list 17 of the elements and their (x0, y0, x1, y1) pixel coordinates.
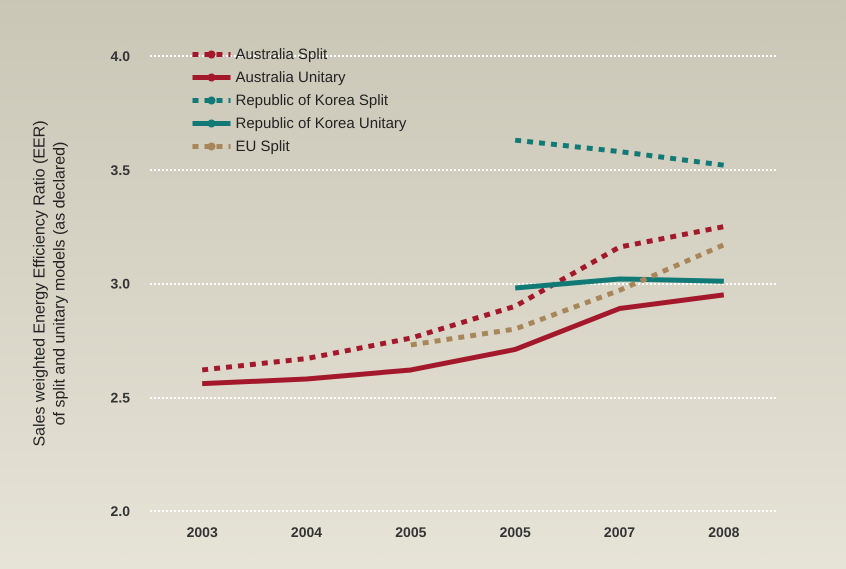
y-tick-label: 2.0 (110, 503, 130, 519)
x-tick-label: 2005 (395, 524, 427, 540)
y-tick-label: 3.0 (110, 276, 130, 292)
y-tick-label: 3.5 (110, 162, 130, 178)
legend-label: Republic of Korea Unitary (236, 115, 407, 132)
legend-label: Australia Split (236, 46, 328, 63)
y-tick-label: 2.5 (110, 389, 130, 406)
legend-label: Republic of Korea Split (236, 92, 389, 109)
x-tick-label: 2003 (186, 524, 218, 540)
y-tick-label: 4.0 (110, 48, 130, 64)
legend-label: EU Split (236, 138, 291, 155)
y-axis-title: Sales weighted Energy Efficiency Ratio (EER) of split and unitary models (as declared) (32, 120, 68, 447)
x-tick-label: 2005 (500, 524, 531, 540)
x-tick-label: 2004 (290, 524, 322, 540)
x-tick-label: 2008 (708, 524, 740, 540)
x-tick-label: 2007 (604, 524, 636, 540)
legend-label: Australia Unitary (236, 69, 346, 86)
